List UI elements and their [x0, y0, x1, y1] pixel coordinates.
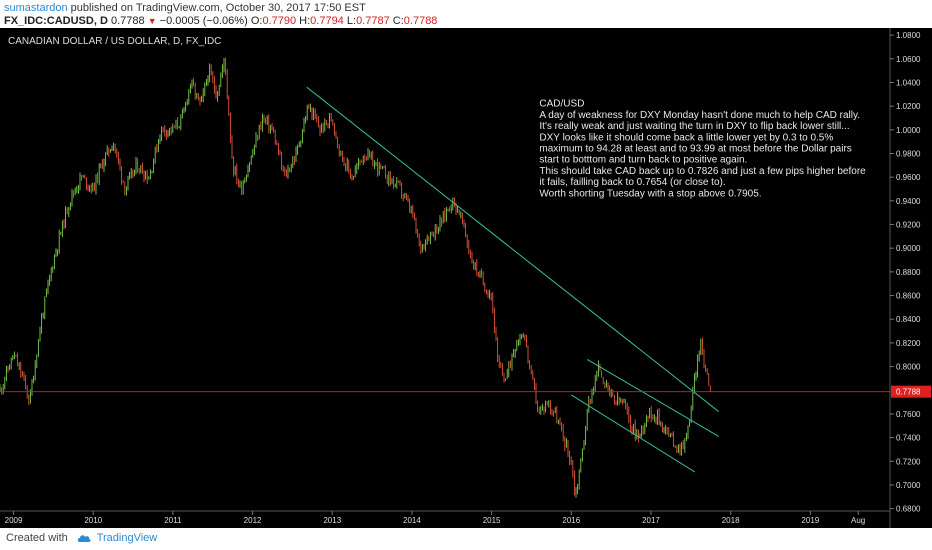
- open-label: O:: [250, 15, 263, 27]
- close-value: 0.7788: [403, 15, 438, 27]
- y-tick-label: 0.8000: [896, 363, 921, 372]
- high-label: H:: [299, 15, 311, 27]
- y-tick-label: 1.0600: [896, 55, 921, 64]
- y-tick-label: 0.8200: [896, 339, 921, 348]
- tradingview-brand-link[interactable]: TradingView: [96, 532, 158, 544]
- ohlc-header: FX_IDC:CADUSD, D 0.7788 ▼ −0.0005 (−0.06…: [4, 15, 437, 28]
- last-price: 0.7788: [110, 15, 145, 27]
- y-tick-label: 1.0800: [896, 31, 921, 40]
- x-tick-label: 2014: [403, 516, 421, 525]
- x-tick-label: Aug: [851, 516, 865, 525]
- price-tag-label: 0.7788: [896, 388, 921, 397]
- annotation-line: maximum to 94.28 at least and to 93.99 a…: [539, 144, 851, 155]
- x-tick-label: 2013: [323, 516, 341, 525]
- y-tick-label: 1.0000: [896, 126, 921, 135]
- last-price-tag: 0.7788: [891, 385, 931, 398]
- x-tick-label: 2010: [84, 516, 102, 525]
- y-tick-label: 1.0400: [896, 78, 921, 87]
- y-tick-label: 0.8400: [896, 315, 921, 324]
- x-tick-label: 2012: [244, 516, 262, 525]
- price-tag-bg: [891, 385, 931, 398]
- low-label: L:: [346, 15, 357, 27]
- annotation-text: CAD/USD A day of weakness for DXY Monday …: [539, 99, 866, 200]
- annotation-line: This should take CAD back up to 0.7826 a…: [539, 166, 866, 177]
- annotation-line: It's really weak and just waiting the tu…: [539, 121, 849, 132]
- y-tick-label: 0.7200: [896, 457, 921, 466]
- trendline: [306, 86, 720, 412]
- y-tick-label: 0.7600: [896, 410, 921, 419]
- y-tick-label: 0.8600: [896, 292, 921, 301]
- trendline: [571, 394, 696, 473]
- down-arrow-icon: ▼: [147, 16, 157, 26]
- chart-title: CANADIAN DOLLAR / US DOLLAR, D, FX_IDC: [8, 36, 221, 47]
- y-tick-label: 0.9200: [896, 221, 921, 230]
- trendlines: [306, 86, 720, 473]
- tradingview-cloud-icon: [77, 535, 91, 543]
- author-link[interactable]: sumastardon: [4, 2, 68, 14]
- x-tick-label: 2015: [483, 516, 501, 525]
- x-tick-label: 2017: [642, 516, 660, 525]
- price-change: −0.0005 (−0.06%): [159, 15, 248, 27]
- y-tick-label: 0.7400: [896, 434, 921, 443]
- x-tick-label: 2009: [5, 516, 23, 525]
- price-chart[interactable]: CANADIAN DOLLAR / US DOLLAR, D, FX_IDC C…: [0, 28, 932, 528]
- publish-header: sumastardon published on TradingView.com…: [4, 2, 366, 15]
- open-value: 0.7790: [262, 15, 297, 27]
- candles: [0, 57, 711, 498]
- y-tick-label: 0.8800: [896, 268, 921, 277]
- x-tick-label: 2018: [722, 516, 740, 525]
- low-value: 0.7787: [356, 15, 390, 27]
- x-tick-label: 2016: [562, 516, 580, 525]
- x-axis[interactable]: 2009 2010 2011 2012 2013 2014 2015 2016 2017 2018…: [5, 511, 866, 525]
- y-axis[interactable]: 1.0800 1.0600 1.0400 1.0200 1.0000 0.9800 0.96…: [890, 31, 921, 514]
- trendline: [586, 359, 719, 437]
- y-tick-label: 0.9000: [896, 244, 921, 253]
- y-tick-label: 0.6800: [896, 505, 921, 514]
- x-tick-label: 2019: [801, 516, 819, 525]
- annotation-line: A day of weakness for DXY Monday hasn't …: [539, 110, 860, 121]
- created-with-text: Created with: [6, 532, 68, 544]
- close-label: C:: [392, 15, 404, 27]
- annotation-line: DXY looks like it should come back a lit…: [539, 132, 833, 143]
- published-text: published on TradingView.com, October 30…: [70, 2, 366, 14]
- y-tick-label: 1.0200: [896, 102, 921, 111]
- footer: Created with TradingView: [6, 532, 157, 544]
- y-tick-label: 0.9600: [896, 173, 921, 182]
- y-tick-label: 0.9400: [896, 197, 921, 206]
- annotation-line: it fails, failling back to 0.7654 (or cl…: [539, 177, 725, 188]
- high-value: 0.7794: [310, 15, 344, 27]
- y-tick-label: 0.7000: [896, 481, 921, 490]
- symbol-label: FX_IDC:CADUSD, D: [4, 15, 108, 27]
- annotation-line: start to botttom and turn back to positi…: [539, 155, 747, 166]
- y-tick-label: 0.9800: [896, 149, 921, 158]
- chart-background: [0, 28, 932, 528]
- annotation-line: CAD/USD: [539, 99, 584, 110]
- annotation-line: Worth shorting Tuesday with a stop above…: [539, 188, 761, 199]
- x-tick-label: 2011: [164, 516, 182, 525]
